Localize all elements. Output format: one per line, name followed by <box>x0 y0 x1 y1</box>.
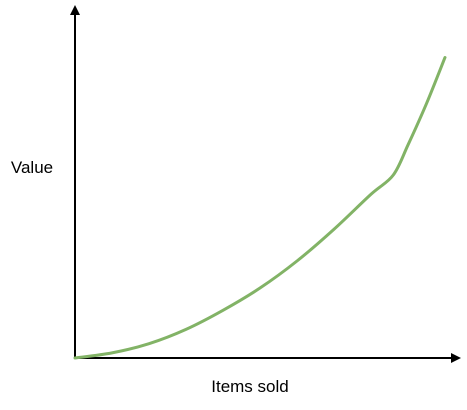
x-axis-label: Items sold <box>211 377 288 396</box>
series-line <box>73 55 447 360</box>
y-axis-label: Value <box>11 158 53 177</box>
